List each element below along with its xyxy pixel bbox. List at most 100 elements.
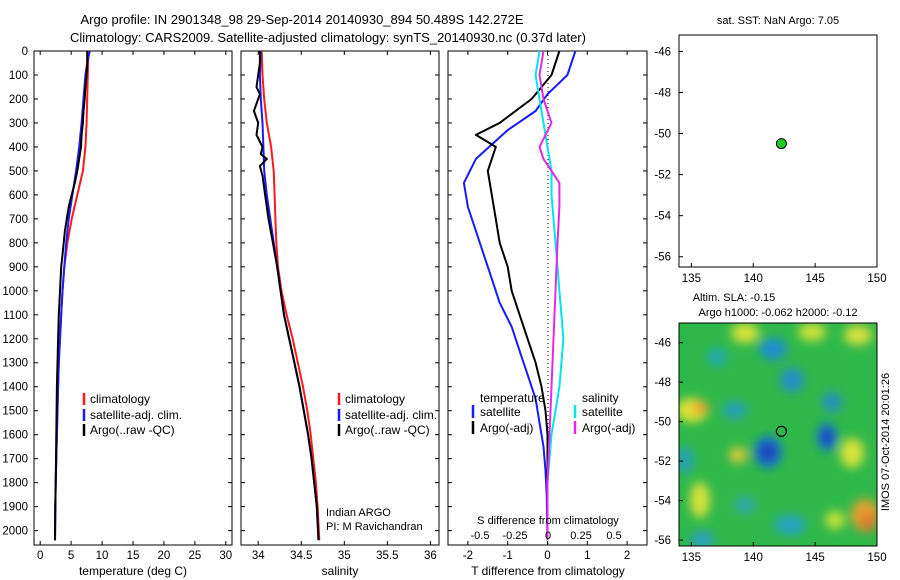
legend-label-climatology: climatology xyxy=(90,392,150,406)
temperature-panel: 0100200300400500600700800900100011001200… xyxy=(2,46,233,578)
legend-label-climatology: climatology xyxy=(345,392,405,406)
longitude-tick-label: 145 xyxy=(806,273,825,285)
depth-tick-label: 1600 xyxy=(2,430,28,442)
depth-tick-label: 500 xyxy=(9,166,28,178)
s-diff-tick-label: 0 xyxy=(545,530,551,542)
x-tick-label: 25 xyxy=(188,550,201,562)
difference-legend-temperature: temperature satellite Argo(-adj) xyxy=(471,391,545,435)
salinity-series xyxy=(252,50,321,541)
salinity-xlabel: salinity xyxy=(322,564,359,578)
s-diff-tick-label: -0.5 xyxy=(471,530,490,542)
depth-tick-label: 200 xyxy=(9,94,28,106)
depth-tick-label: 800 xyxy=(9,238,28,250)
figure-title-line1: Argo profile: IN 2901348_98 29-Sep-2014 … xyxy=(80,12,523,27)
difference-panel: -2 -1 0 1 2 T difference from climatology S … xyxy=(447,50,648,578)
series-line-climatology xyxy=(260,50,321,541)
latitude-tick-label: -48 xyxy=(654,377,671,389)
latitude-tick-label: -50 xyxy=(654,129,671,141)
sla-axes-frame xyxy=(678,322,878,547)
x-tick-label: -1 xyxy=(503,550,513,562)
temperature-ticks: 0 5 10 15 20 25 30 xyxy=(37,51,232,562)
series-line-temperature-satellite xyxy=(462,50,577,541)
latitude-tick-label: -56 xyxy=(654,535,671,547)
longitude-tick-label: 140 xyxy=(744,273,763,285)
x-tick-label: 35.5 xyxy=(376,550,398,562)
latitude-tick-label: -52 xyxy=(654,456,671,468)
depth-tick-label: 300 xyxy=(9,118,28,130)
temperature-legend: climatology satellite-adj. clim. Argo(..… xyxy=(82,392,182,437)
latitude-tick-label: -56 xyxy=(654,252,671,264)
depth-tick-label: 1900 xyxy=(2,502,28,514)
argo-location-marker xyxy=(775,138,787,150)
series-line-satellite-adj-clim- xyxy=(258,50,320,541)
temperature-xlabel: temperature (deg C) xyxy=(79,564,187,578)
legend-temperature-title: temperature xyxy=(480,391,545,405)
salinity-depth-ticks xyxy=(241,50,439,532)
series-line-salinity-satellite xyxy=(534,50,565,541)
location-ticks: 135 140 145 150 -46 -48 -50 -52 -54 -56 xyxy=(654,46,886,285)
legend-label-s-satellite: satellite xyxy=(582,405,623,419)
x-tick-label: 36 xyxy=(424,550,437,562)
sla-field-blobs xyxy=(679,323,877,546)
s-difference-xlabel: S difference from climatology xyxy=(477,515,619,527)
x-tick-label: 5 xyxy=(68,550,74,562)
latitude-tick-label: -50 xyxy=(654,417,671,429)
temperature-axes-frame xyxy=(33,50,233,546)
longitude-tick-label: 150 xyxy=(867,273,886,285)
depth-tick-label: 900 xyxy=(9,262,28,274)
legend-label-s-argo: Argo(-adj) xyxy=(582,421,635,435)
depth-tick-label: 0 xyxy=(22,46,28,58)
depth-tick-label: 1500 xyxy=(2,406,28,418)
depth-tick-label: 400 xyxy=(9,142,28,154)
s-diff-tick-label: -0.25 xyxy=(502,530,527,542)
location-axes-frame xyxy=(678,34,878,268)
difference-ticks: -2 -1 0 1 2 xyxy=(463,51,630,562)
depth-tick-label: 1200 xyxy=(2,334,28,346)
float-program-annotation: Indian ARGO xyxy=(326,507,391,519)
salinity-legend: climatology satellite-adj. clim. Argo(..… xyxy=(337,392,437,437)
argo-location-marker-sla xyxy=(775,425,788,437)
x-tick-label: 34 xyxy=(252,550,265,562)
t-difference-xlabel: T difference from climatology xyxy=(471,564,625,578)
longitude-tick-label: 145 xyxy=(806,552,825,564)
latitude-tick-label: -54 xyxy=(654,496,671,508)
sla-title-line2: Argo h1000: -0.062 h2000: -0.12 xyxy=(698,307,857,319)
x-tick-label: 2 xyxy=(624,550,630,562)
latitude-tick-label: -48 xyxy=(654,87,671,99)
sla-ticks: 135 140 145 150 -46 -48 -50 -52 -54 -56 xyxy=(654,338,886,564)
salinity-ticks: 34 34.5 35 35.5 36 xyxy=(252,51,437,562)
latitude-tick-label: -52 xyxy=(654,170,671,182)
legend-label-t-argo: Argo(-adj) xyxy=(480,421,533,435)
depth-tick-label: 2000 xyxy=(2,526,28,538)
x-tick-label: 15 xyxy=(127,550,140,562)
depth-tick-label: 600 xyxy=(9,190,28,202)
s-diff-tick-label: 0.5 xyxy=(606,530,621,542)
depth-tick-label: 1700 xyxy=(2,454,28,466)
legend-label-t-satellite: satellite xyxy=(480,405,521,419)
series-line-temperature-argo xyxy=(474,50,561,541)
float-pi-annotation: PI: M Ravichandran xyxy=(326,521,423,533)
legend-label-satellite: satellite-adj. clim. xyxy=(345,408,437,422)
longitude-tick-label: 135 xyxy=(682,273,701,285)
latitude-tick-label: -54 xyxy=(654,211,671,223)
depth-tick-label: 1800 xyxy=(2,478,28,490)
latitude-tick-label: -46 xyxy=(654,338,671,350)
imos-watermark: IMOS 07-Oct-2014 20:01:26 xyxy=(880,373,892,511)
x-tick-label: 10 xyxy=(96,550,109,562)
difference-legend-salinity: salinity satellite Argo(-adj) xyxy=(573,391,635,435)
x-tick-label: -2 xyxy=(463,550,473,562)
sla-map-panel: Altim. SLA: -0.15 Argo h1000: -0.062 h20… xyxy=(654,292,892,564)
series-line-argo-raw-qc- xyxy=(54,51,89,541)
depth-tick-label: 700 xyxy=(9,214,28,226)
depth-tick-label: 1000 xyxy=(2,286,28,298)
s-diff-tick-label: 0.25 xyxy=(570,530,591,542)
longitude-tick-label: 150 xyxy=(867,552,886,564)
depth-ticks: 0 100 200 300 400 500 600 700 800 900 1000 1100 1200… xyxy=(2,46,232,538)
figure-title-line2: Climatology: CARS2009. Satellite-adjuste… xyxy=(70,30,586,45)
longitude-tick-label: 140 xyxy=(744,552,763,564)
salinity-axes-frame xyxy=(240,50,440,546)
x-tick-label: 34.5 xyxy=(290,550,312,562)
series-line-argo-raw-qc- xyxy=(252,51,320,541)
depth-tick-label: 1400 xyxy=(2,382,28,394)
